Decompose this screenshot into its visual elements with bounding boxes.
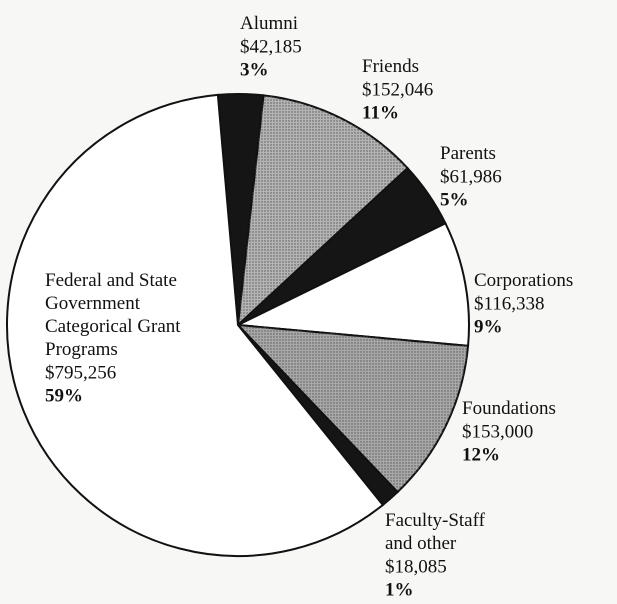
percent-label: 11% [362,102,399,123]
value-label: $116,338 [474,293,545,314]
pie-slice [6,93,385,557]
slice-label: Federal and State Government Categorical G… [45,270,181,360]
percent-label: 3% [240,59,269,80]
slice-label: Alumni [240,13,298,34]
value-label: $42,185 [240,36,302,57]
percent-label: 12% [462,444,500,465]
pie-slice [234,222,470,347]
percent-label: 9% [474,316,503,337]
value-label: $795,256 [45,362,116,383]
value-label: $18,085 [385,556,447,577]
value-label: $152,046 [362,79,433,100]
percent-label: 5% [440,189,469,210]
slice-label: Faculty-Staff and other [385,510,486,554]
value-label: $61,986 [440,166,502,187]
slice-label: Corporations [474,270,573,291]
value-label: $153,000 [462,421,533,442]
slice-label: Parents [440,143,496,164]
slice-label: Friends [362,56,419,77]
percent-label: 1% [385,579,414,600]
slice-label: Foundations [462,398,556,419]
percent-label: 59% [45,385,83,406]
